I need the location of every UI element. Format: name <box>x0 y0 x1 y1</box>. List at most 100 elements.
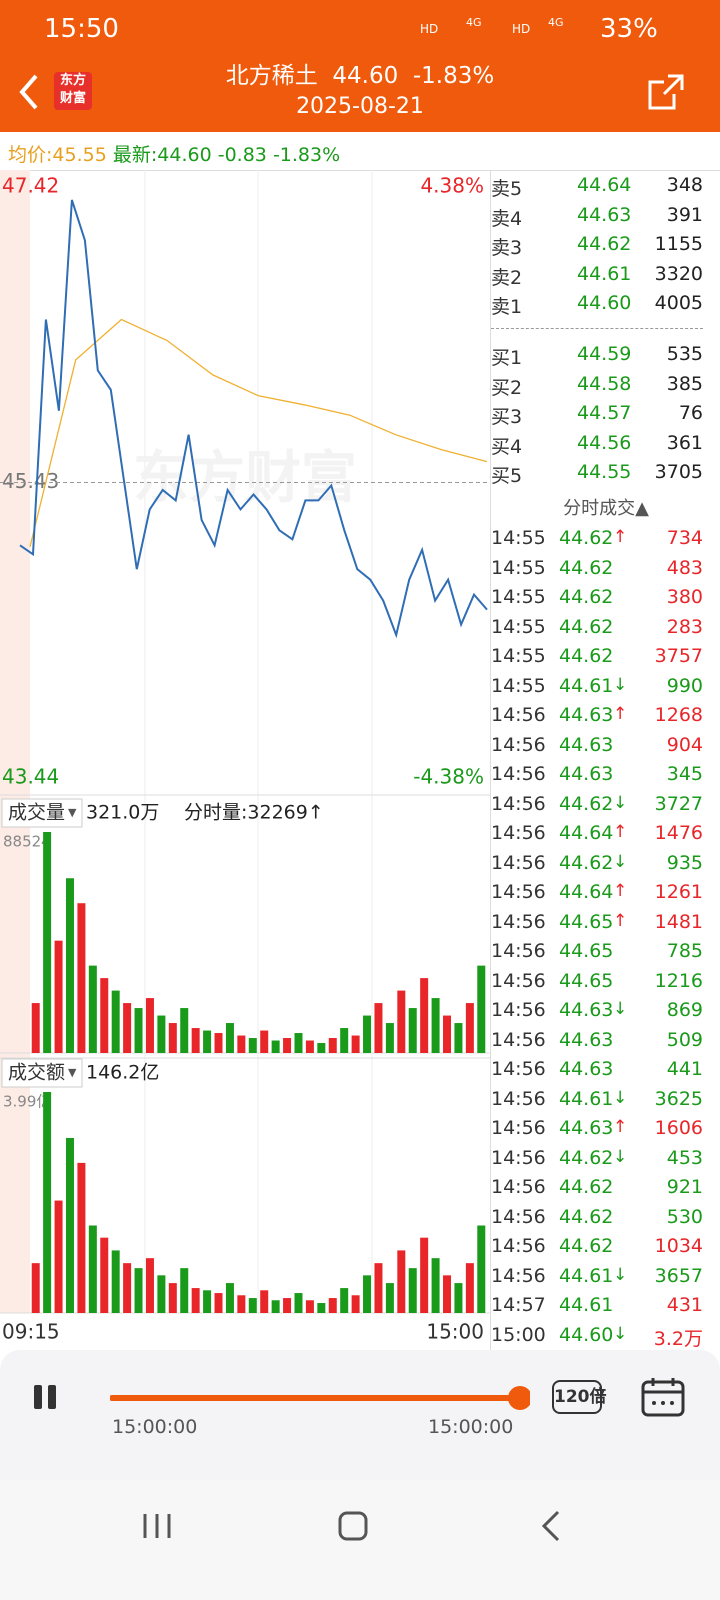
back-button[interactable] <box>14 72 44 112</box>
pct-tick-label: 4.38% <box>420 174 484 198</box>
y-tick-label: 45.43 <box>2 469 59 493</box>
start-time: 15:00:00 <box>112 1416 198 1438</box>
trade-arrow: ↑ <box>613 1117 628 1137</box>
trade-time: 14:56 <box>491 1176 546 1198</box>
y-tick-label: 47.42 <box>2 174 59 198</box>
book-price: 44.61 <box>577 262 632 285</box>
bar <box>180 1268 189 1313</box>
trade-volume: 530 <box>666 1205 703 1228</box>
bar <box>203 1030 212 1053</box>
speed-button[interactable]: 120倍 <box>552 1380 607 1414</box>
book-volume: 348 <box>666 174 703 196</box>
trade-volume: 869 <box>666 999 703 1021</box>
pause-button[interactable] <box>30 1382 62 1412</box>
latest: 44.60 <box>157 144 212 166</box>
bar <box>351 1295 360 1313</box>
pct-tick-label: -4.38% <box>413 765 484 789</box>
trade-volume: 1268 <box>654 704 703 726</box>
bar <box>191 1288 200 1313</box>
book-label: 卖3 <box>491 237 523 259</box>
x-tick-label: 09:15 <box>2 1320 60 1344</box>
bar <box>283 1298 292 1313</box>
clock: 15:50 <box>44 14 119 44</box>
bar <box>157 1015 166 1053</box>
book-label: 买2 <box>491 376 523 399</box>
trade-time: 14:55 <box>491 615 546 638</box>
trade-time: 14:56 <box>491 704 546 726</box>
avg: 45.55 <box>52 144 107 166</box>
bar <box>203 1290 212 1313</box>
nav-buttons[interactable] <box>140 1506 580 1546</box>
bar <box>123 1263 132 1313</box>
player <box>0 1350 720 1480</box>
trade-volume: 1034 <box>654 1235 703 1257</box>
trade-volume: 3757 <box>654 645 703 667</box>
bar <box>408 1008 417 1053</box>
header-bar <box>0 0 720 132</box>
trade-time: 14:56 <box>491 763 546 785</box>
bar <box>294 1293 303 1313</box>
pct: -1.83% <box>272 144 341 166</box>
trade-volume: 990 <box>666 674 703 697</box>
slider[interactable] <box>110 1384 530 1412</box>
bar <box>111 990 120 1053</box>
panel-selector <box>1 1058 83 1088</box>
trade-arrow: ↓ <box>613 1323 628 1344</box>
bar <box>134 1008 143 1053</box>
panel-total: 321.0万 <box>86 802 159 824</box>
calendar-button[interactable] <box>640 1376 686 1418</box>
trade-price: 44.62 <box>559 586 614 608</box>
trade-volume: 785 <box>666 940 703 962</box>
bar <box>248 1298 257 1313</box>
bar <box>123 1003 132 1053</box>
trade-time: 14:55 <box>491 645 546 667</box>
bar <box>43 832 52 1053</box>
bar <box>317 1043 326 1053</box>
trade-price: 44.65 <box>559 969 614 992</box>
bar <box>363 1015 372 1053</box>
trade-price: 44.62 <box>559 1176 614 1198</box>
trade-volume: 3625 <box>654 1087 703 1110</box>
trade-volume: 1476 <box>654 822 703 844</box>
panel-minute: 分时量:32269↑ <box>184 802 324 824</box>
trade-price: 44.60 <box>559 1323 614 1346</box>
trade-time: 14:56 <box>491 999 546 1021</box>
trade-price: 44.61 <box>559 1264 614 1287</box>
book-label: 卖1 <box>491 296 523 318</box>
trade-price: 44.63 <box>559 763 614 785</box>
trade-price: 44.63 <box>559 999 614 1021</box>
logo-text: 财富 <box>59 91 86 106</box>
trade-arrow: ↓ <box>613 792 628 813</box>
bar <box>77 903 86 1053</box>
bar <box>328 1038 337 1053</box>
trade-time: 14:56 <box>491 910 546 933</box>
trade-volume: 1261 <box>654 881 703 903</box>
bar <box>100 978 109 1053</box>
book-price: 44.57 <box>577 402 632 424</box>
trade-volume: 921 <box>666 1176 703 1198</box>
book-price: 44.59 <box>577 343 632 365</box>
trade-arrow: ↑ <box>613 910 628 931</box>
book-volume: 361 <box>666 431 703 454</box>
trade-volume: 345 <box>666 763 703 785</box>
bar <box>317 1303 326 1313</box>
bar <box>260 1290 269 1313</box>
bar <box>43 1092 52 1313</box>
trade-time: 14:56 <box>491 1146 546 1169</box>
bar <box>31 1003 40 1053</box>
share-button[interactable] <box>646 72 686 112</box>
book-price: 44.55 <box>577 461 632 483</box>
trade-price: 44.61 <box>559 1087 614 1110</box>
trade-time: 14:56 <box>491 1235 546 1257</box>
bar <box>134 1268 143 1313</box>
bar <box>65 1137 74 1313</box>
trade-price: 44.62 <box>559 792 614 815</box>
trade-price: 44.64 <box>559 822 614 844</box>
bar <box>363 1275 372 1313</box>
watermark: 东方财富 <box>133 446 357 511</box>
trade-time: 14:56 <box>491 1117 546 1139</box>
trade-price: 44.61 <box>559 1294 614 1316</box>
book-price: 44.62 <box>577 233 632 255</box>
trade-arrow: ↑ <box>613 881 628 901</box>
trade-time: 14:55 <box>491 527 546 549</box>
